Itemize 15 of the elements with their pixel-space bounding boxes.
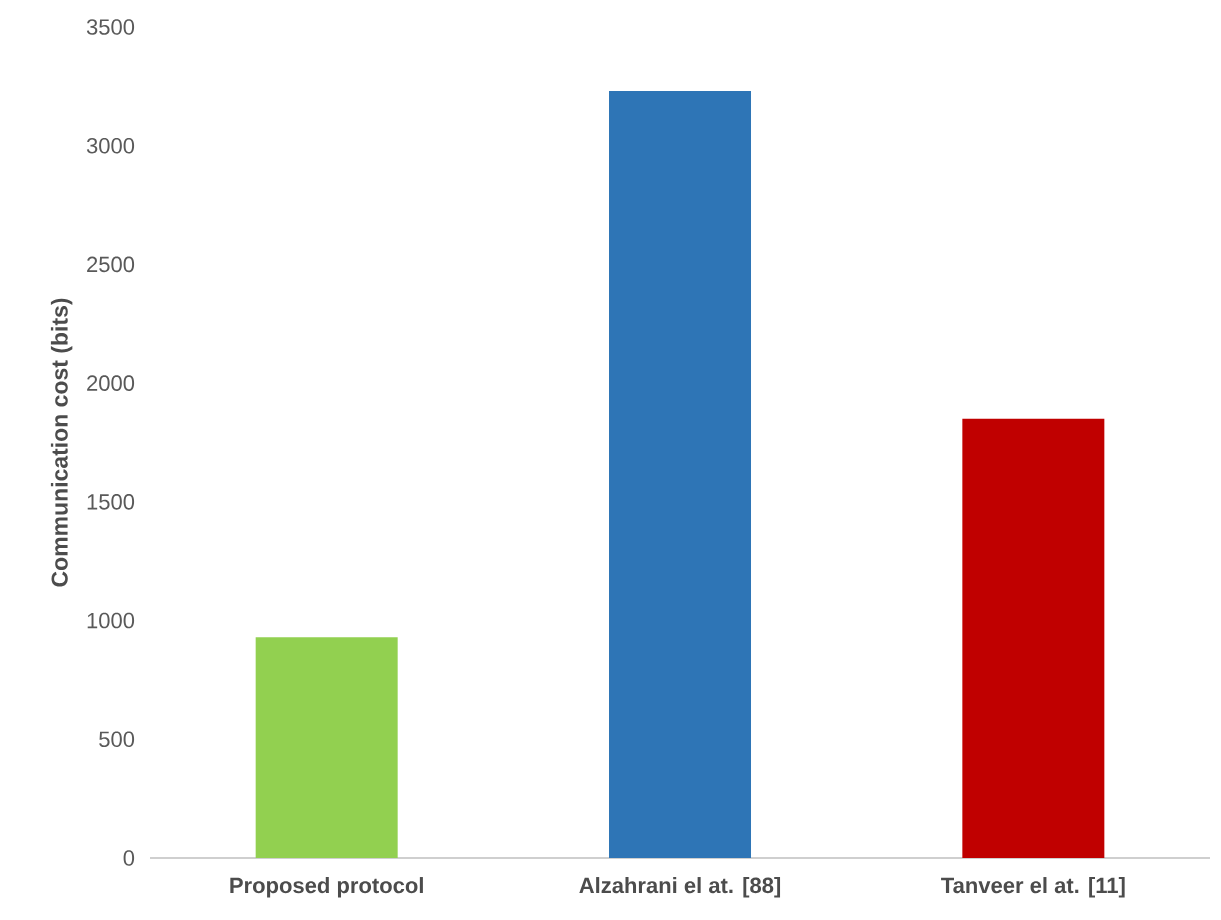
y-tick-label: 500	[99, 731, 135, 748]
y-tick-label: 1000	[87, 612, 135, 629]
bar	[962, 418, 1105, 858]
y-tick-label: 2500	[87, 256, 135, 273]
y-tick-label: 1500	[87, 494, 135, 510]
y-tick-label: 3500	[86, 19, 135, 35]
bar	[609, 91, 752, 858]
x-tick-label: Tanveer el at. [11]	[941, 877, 1125, 898]
y-tick-label: 2000	[87, 375, 135, 391]
y-tick-label: 3000	[86, 137, 135, 154]
bar	[255, 637, 398, 858]
x-tick-label: Proposed protocol	[230, 877, 423, 898]
y-axis-title: Communication cost (bits)	[50, 298, 73, 587]
x-tick-label: Alzahrani el at. [88]	[579, 877, 781, 898]
y-tick-label: 0	[123, 850, 135, 866]
